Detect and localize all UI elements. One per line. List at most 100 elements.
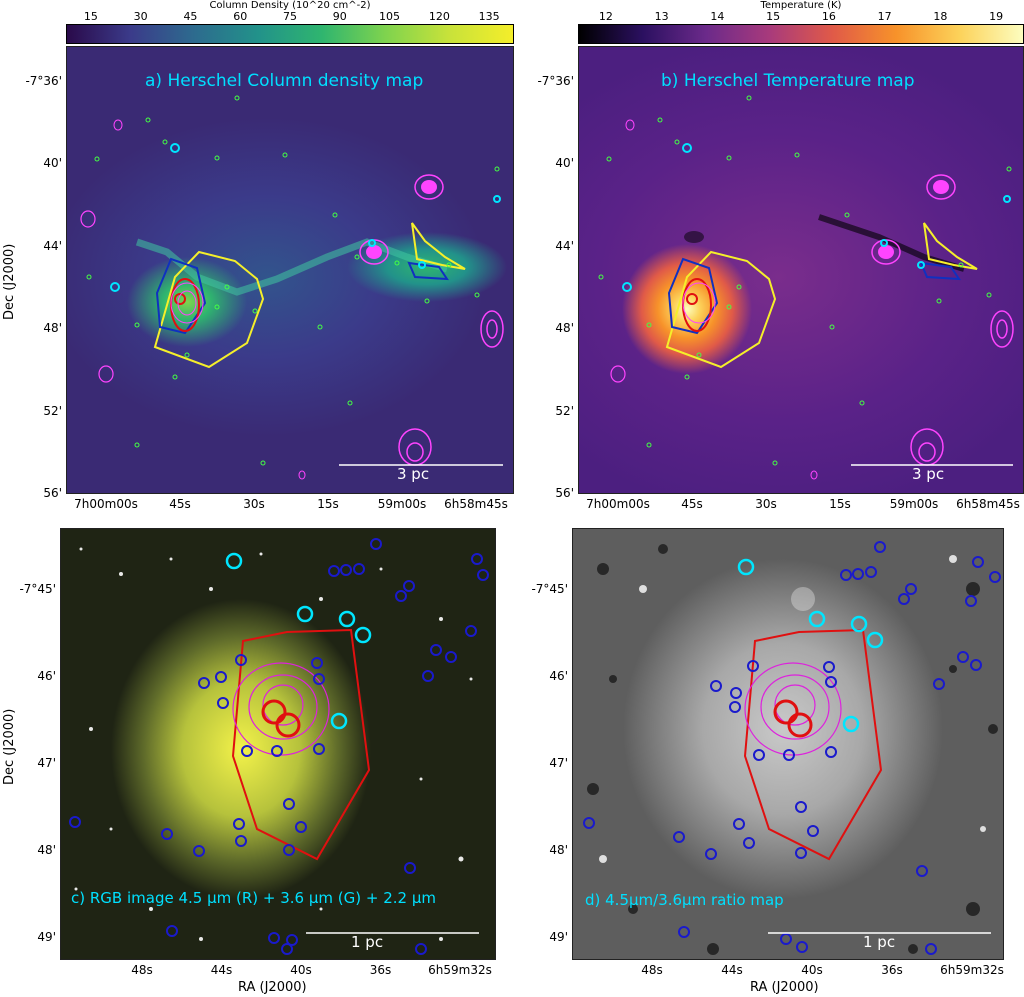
colorbar-a-tick: 15 bbox=[83, 10, 98, 23]
panel-a-ra-tick: 6h58m45s bbox=[444, 497, 508, 511]
panel-a-dec-tick: 56' bbox=[43, 486, 62, 500]
panel-b-temperature-map: b) Herschel Temperature map 3 pc bbox=[578, 46, 1024, 494]
panel-b-ra-tick: 15s bbox=[829, 497, 851, 511]
panel-b-ra-tick: 30s bbox=[755, 497, 777, 511]
panel-d-overlay bbox=[583, 541, 1001, 955]
panel-b-ra-tick: 59m00s bbox=[889, 497, 939, 511]
panel-a-blue-region-2 bbox=[407, 261, 449, 281]
colorbar-b bbox=[578, 24, 1024, 44]
colorbar-b-tick: 14 bbox=[710, 10, 725, 23]
colorbar-b-tick: 15 bbox=[766, 10, 781, 23]
panel-b-blue-region bbox=[667, 257, 719, 335]
panel-b-dec-tick: -7°36' bbox=[537, 74, 574, 88]
panel-c-scale-label: 1 pc bbox=[351, 933, 384, 951]
panel-d-ratio-map: d) 4.5μm/3.6μm ratio map 1 pc bbox=[572, 528, 1004, 960]
panel-b-dec-tick: 56' bbox=[555, 486, 574, 500]
panel-d-ra-tick: 48s bbox=[641, 963, 663, 977]
colorbar-b-title: Temperature (K) bbox=[760, 0, 842, 11]
panel-a-ra-tick: 45s bbox=[169, 497, 191, 511]
panel-a-yellow-region-2 bbox=[411, 222, 466, 270]
colorbar-b-tick: 16 bbox=[821, 10, 836, 23]
panel-a-title: a) Herschel Column density map bbox=[145, 71, 424, 91]
panel-d-ra-tick: 6h59m32s bbox=[940, 963, 1004, 977]
panel-c-dec-tick: 46' bbox=[37, 669, 56, 683]
panel-c-red-region bbox=[231, 628, 371, 861]
panel-a-scale-label: 3 pc bbox=[397, 465, 430, 483]
panel-b-magenta-contours bbox=[926, 174, 956, 200]
panel-d-dec-tick: 48' bbox=[549, 843, 568, 857]
colorbar-a-title: Column Density (10^20 cm^-2) bbox=[209, 0, 371, 11]
panel-c-dec-tick: 47' bbox=[37, 756, 56, 770]
colorbar-a-tick: 30 bbox=[133, 10, 148, 23]
panel-d-ra-axis-label: RA (J2000) bbox=[750, 980, 819, 995]
panel-a-dec-tick: 40' bbox=[43, 156, 62, 171]
panel-b-ra-tick: 6h58m45s bbox=[956, 497, 1020, 511]
panel-a-dec-tick: 44' bbox=[43, 238, 62, 253]
panel-a-ra-tick: 7h00m00s bbox=[74, 497, 138, 511]
panel-c-dec-axis-label: Dec (J2000) bbox=[2, 708, 17, 785]
colorbar-a bbox=[66, 24, 514, 44]
panel-b-title: b) Herschel Temperature map bbox=[661, 71, 915, 91]
panel-c-title: c) RGB image 4.5 μm (R) + 3.6 μm (G) + 2… bbox=[71, 889, 436, 907]
panel-c-dec-tick: 48' bbox=[37, 843, 56, 857]
panel-a-ra-tick: 59m00s bbox=[377, 497, 427, 511]
colorbar-a-tick: 105 bbox=[379, 10, 401, 23]
panel-d-dec-tick: 46' bbox=[549, 669, 568, 683]
panel-d-yso-markers bbox=[583, 541, 1001, 955]
panel-c-yso-markers bbox=[69, 538, 489, 955]
panel-b-overlay bbox=[598, 95, 1014, 480]
panel-a-dec-tick: -7°36' bbox=[25, 74, 62, 88]
colorbar-a-tick: 120 bbox=[428, 10, 450, 23]
colorbar-a-tick: 45 bbox=[183, 10, 198, 23]
colorbar-b-tick: 19 bbox=[989, 10, 1004, 23]
panel-b-ra-tick: 7h00m00s bbox=[586, 497, 650, 511]
panel-b-dec-tick: 40' bbox=[555, 156, 574, 171]
panel-a-dec-tick: 52' bbox=[43, 403, 62, 418]
panel-b-dec-tick: 48' bbox=[555, 321, 574, 336]
panel-a-ra-tick: 15s bbox=[317, 497, 339, 511]
panel-b-dec-tick: 52' bbox=[555, 403, 574, 418]
panel-d-dec-tick: 49' bbox=[549, 930, 568, 944]
panel-d-red-region bbox=[743, 628, 883, 861]
panel-d-ra-tick: 44s bbox=[721, 963, 743, 977]
panel-d-red-circle bbox=[773, 699, 799, 725]
colorbar-b-tick: 17 bbox=[877, 10, 892, 23]
panel-c-ra-tick: 6h59m32s bbox=[428, 963, 492, 977]
panel-c-ra-tick: 40s bbox=[290, 963, 312, 977]
panel-d-title: d) 4.5μm/3.6μm ratio map bbox=[585, 891, 784, 909]
colorbar-b-tick: 18 bbox=[933, 10, 948, 23]
panel-a-dec-axis-label: Dec (J2000) bbox=[2, 243, 17, 320]
panel-b-yellow-region bbox=[665, 250, 777, 369]
panel-d-ra-tick: 36s bbox=[881, 963, 903, 977]
panel-a-column-density-map: a) Herschel Column density map 3 pc bbox=[66, 46, 514, 494]
panel-d-ra-tick: 40s bbox=[801, 963, 823, 977]
panel-b-scale-label: 3 pc bbox=[912, 465, 945, 483]
colorbar-a-tick: 90 bbox=[332, 10, 347, 23]
panel-d-dec-tick: 47' bbox=[549, 756, 568, 770]
panel-c-ra-axis-label: RA (J2000) bbox=[238, 980, 307, 995]
colorbar-b-tick: 12 bbox=[598, 10, 613, 23]
panel-b-ra-tick: 45s bbox=[681, 497, 703, 511]
panel-b-blue-region-2 bbox=[919, 261, 961, 281]
panel-a-blue-region bbox=[155, 257, 207, 335]
panel-c-dec-tick: -7°45' bbox=[19, 582, 56, 596]
panel-c-red-circle bbox=[261, 699, 287, 725]
panel-d-dec-tick: -7°45' bbox=[531, 582, 568, 596]
panel-a-dec-tick: 48' bbox=[43, 321, 62, 336]
panel-a-ra-tick: 30s bbox=[243, 497, 265, 511]
panel-b-yso-markers bbox=[598, 95, 1012, 466]
panel-c-ra-tick: 44s bbox=[210, 963, 233, 977]
panel-b-dec-tick: 44' bbox=[555, 238, 574, 253]
panel-c-dec-tick: 49' bbox=[37, 930, 56, 944]
panel-a-yso-markers bbox=[86, 95, 500, 466]
panel-c-ra-tick: 36s bbox=[369, 963, 392, 977]
colorbar-a-tick: 135 bbox=[478, 10, 500, 23]
panel-a-overlay bbox=[80, 95, 504, 480]
panel-b-yellow-region-2 bbox=[923, 222, 978, 270]
colorbar-a-tick: 75 bbox=[283, 10, 297, 23]
panel-d-scale-label: 1 pc bbox=[863, 933, 896, 951]
panel-a-magenta-contours bbox=[414, 174, 444, 200]
colorbar-a-tick: 60 bbox=[233, 10, 248, 23]
colorbar-b-tick: 13 bbox=[654, 10, 669, 23]
panel-c-rgb-image: c) RGB image 4.5 μm (R) + 3.6 μm (G) + 2… bbox=[60, 528, 496, 960]
